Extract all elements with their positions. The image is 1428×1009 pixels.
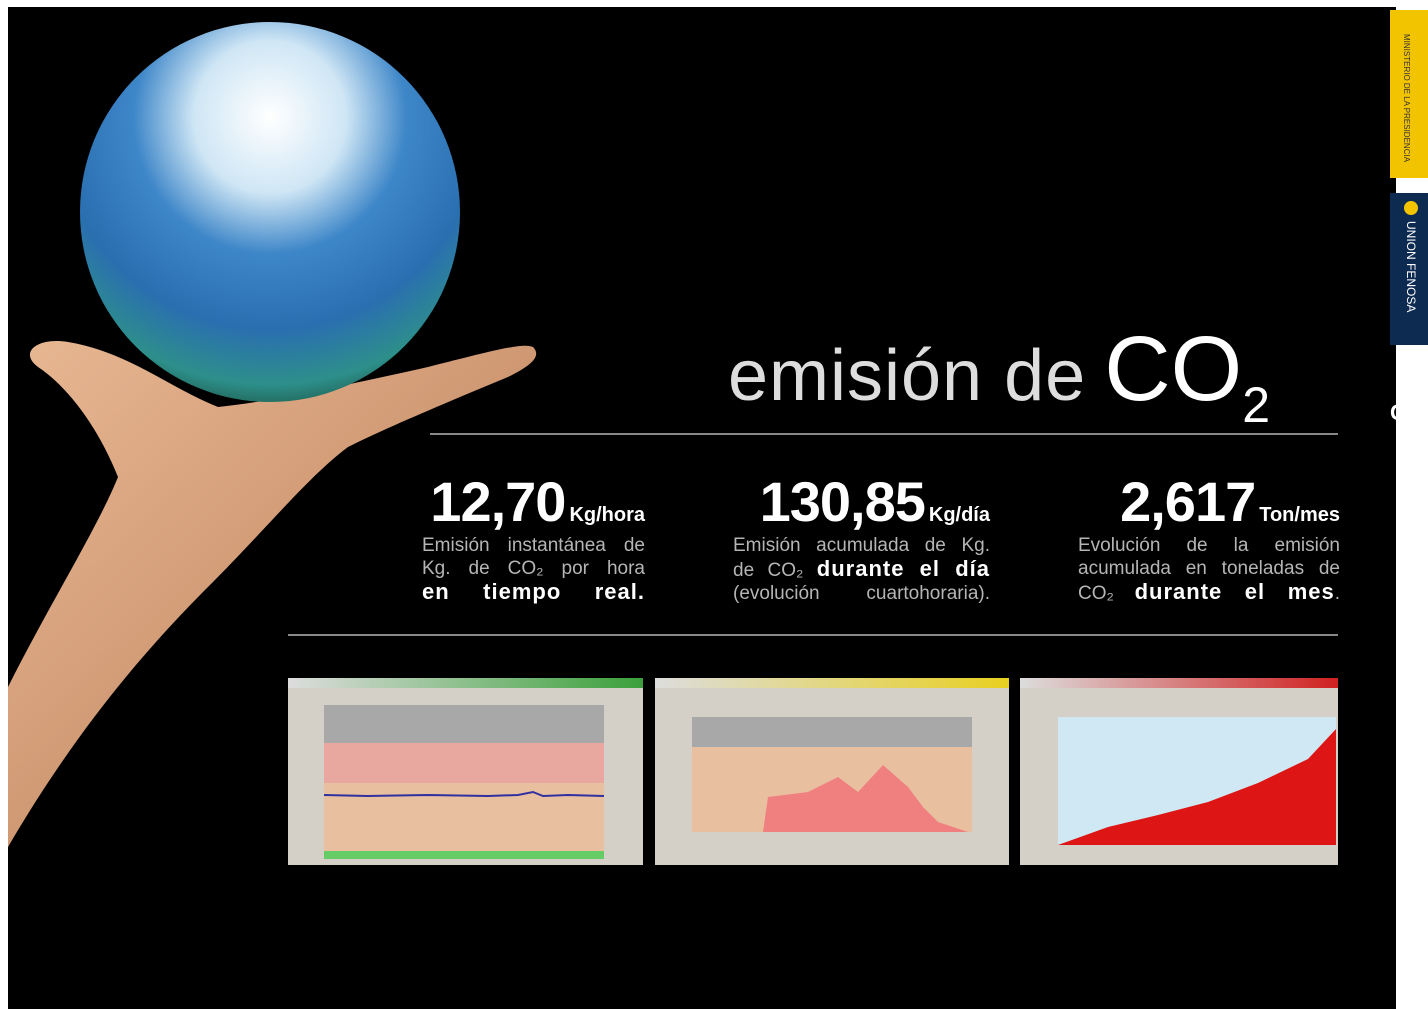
screenshot-accumulated bbox=[1020, 678, 1338, 865]
stat-value: 2,617 bbox=[1120, 470, 1255, 533]
logo-ministry: MINISTERIO DE LA PRESIDENCIA bbox=[1390, 10, 1428, 178]
description-emphasis: durante el día bbox=[817, 556, 990, 581]
description-line: Kg. de CO₂ por hora bbox=[422, 557, 645, 580]
description-line: Emisión acumulada de Kg. bbox=[733, 534, 990, 557]
description-text: Emisión instantánea de bbox=[422, 535, 645, 556]
logo-cy: CY bbox=[1390, 400, 1421, 426]
description-emphasis: durante el mes bbox=[1135, 579, 1335, 604]
description-line: en tiempo real. bbox=[422, 580, 645, 605]
logo-dot bbox=[1404, 201, 1418, 215]
description-text: CO₂ bbox=[1078, 583, 1135, 604]
title-main: emisión de bbox=[728, 336, 1086, 416]
stat-unit: Kg/día bbox=[929, 504, 990, 526]
description-line: Emisión instantánea de bbox=[422, 534, 645, 557]
screenshot-quarter-hour bbox=[655, 678, 1009, 865]
union-fenosa-text: UNION FENOSA bbox=[1404, 221, 1418, 312]
globe bbox=[80, 22, 460, 402]
description-text: acumulada en toneladas de bbox=[1078, 558, 1340, 579]
description-line: (evolución cuartohoraria). bbox=[733, 582, 990, 605]
stat-unit: Kg/hora bbox=[569, 504, 645, 526]
title-subscript: 2 bbox=[1242, 377, 1270, 433]
title-formula: CO bbox=[1104, 318, 1242, 420]
description-line: Evolución de la emisión bbox=[1078, 534, 1340, 557]
ministry-text: MINISTERIO DE LA PRESIDENCIA bbox=[1402, 34, 1411, 162]
screenshot-instant bbox=[288, 678, 643, 865]
page: emisión deCO2 12,70Kg/horaEmisión instan… bbox=[0, 0, 1428, 1009]
stat-value: 12,70 bbox=[430, 470, 565, 533]
description-line: acumulada en toneladas de bbox=[1078, 557, 1340, 580]
description-text: de CO₂ bbox=[733, 560, 817, 581]
stat-unit: Ton/mes bbox=[1259, 504, 1340, 526]
logo-union-fenosa: UNION FENOSA bbox=[1390, 193, 1428, 345]
description-line: de CO₂ durante el día bbox=[733, 557, 990, 582]
description-text: Evolución de la emisión bbox=[1078, 535, 1340, 556]
description-text: . bbox=[1335, 583, 1340, 604]
description-text: (evolución cuartohoraria). bbox=[733, 583, 990, 604]
description-emphasis: en tiempo real. bbox=[422, 579, 645, 604]
description-text: Kg. de CO₂ por hora bbox=[422, 558, 645, 579]
description-line: CO₂ durante el mes. bbox=[1078, 580, 1340, 605]
description-text: Emisión acumulada de Kg. bbox=[733, 535, 990, 556]
stat-value: 130,85 bbox=[760, 470, 925, 533]
